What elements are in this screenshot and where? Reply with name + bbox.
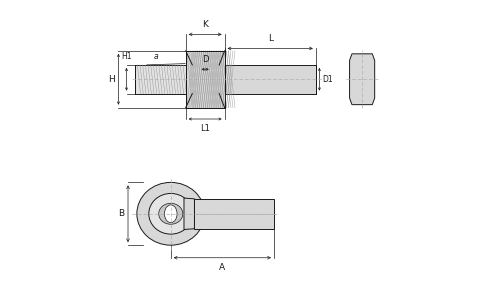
Polygon shape bbox=[224, 65, 316, 94]
Text: D1: D1 bbox=[322, 75, 333, 84]
Text: L1: L1 bbox=[200, 124, 210, 133]
Polygon shape bbox=[186, 51, 224, 108]
Polygon shape bbox=[194, 199, 274, 229]
Text: a: a bbox=[154, 52, 158, 61]
Text: A: A bbox=[220, 263, 226, 272]
Polygon shape bbox=[350, 54, 374, 105]
Text: D: D bbox=[202, 55, 208, 64]
Text: L: L bbox=[268, 34, 272, 43]
Polygon shape bbox=[184, 198, 194, 230]
Text: B: B bbox=[118, 209, 124, 218]
Ellipse shape bbox=[164, 205, 177, 223]
Text: K: K bbox=[202, 20, 208, 29]
Ellipse shape bbox=[137, 182, 204, 245]
Text: H: H bbox=[108, 75, 115, 84]
Text: H1: H1 bbox=[122, 52, 132, 61]
Polygon shape bbox=[135, 65, 186, 94]
Ellipse shape bbox=[149, 193, 192, 234]
Ellipse shape bbox=[158, 203, 183, 224]
